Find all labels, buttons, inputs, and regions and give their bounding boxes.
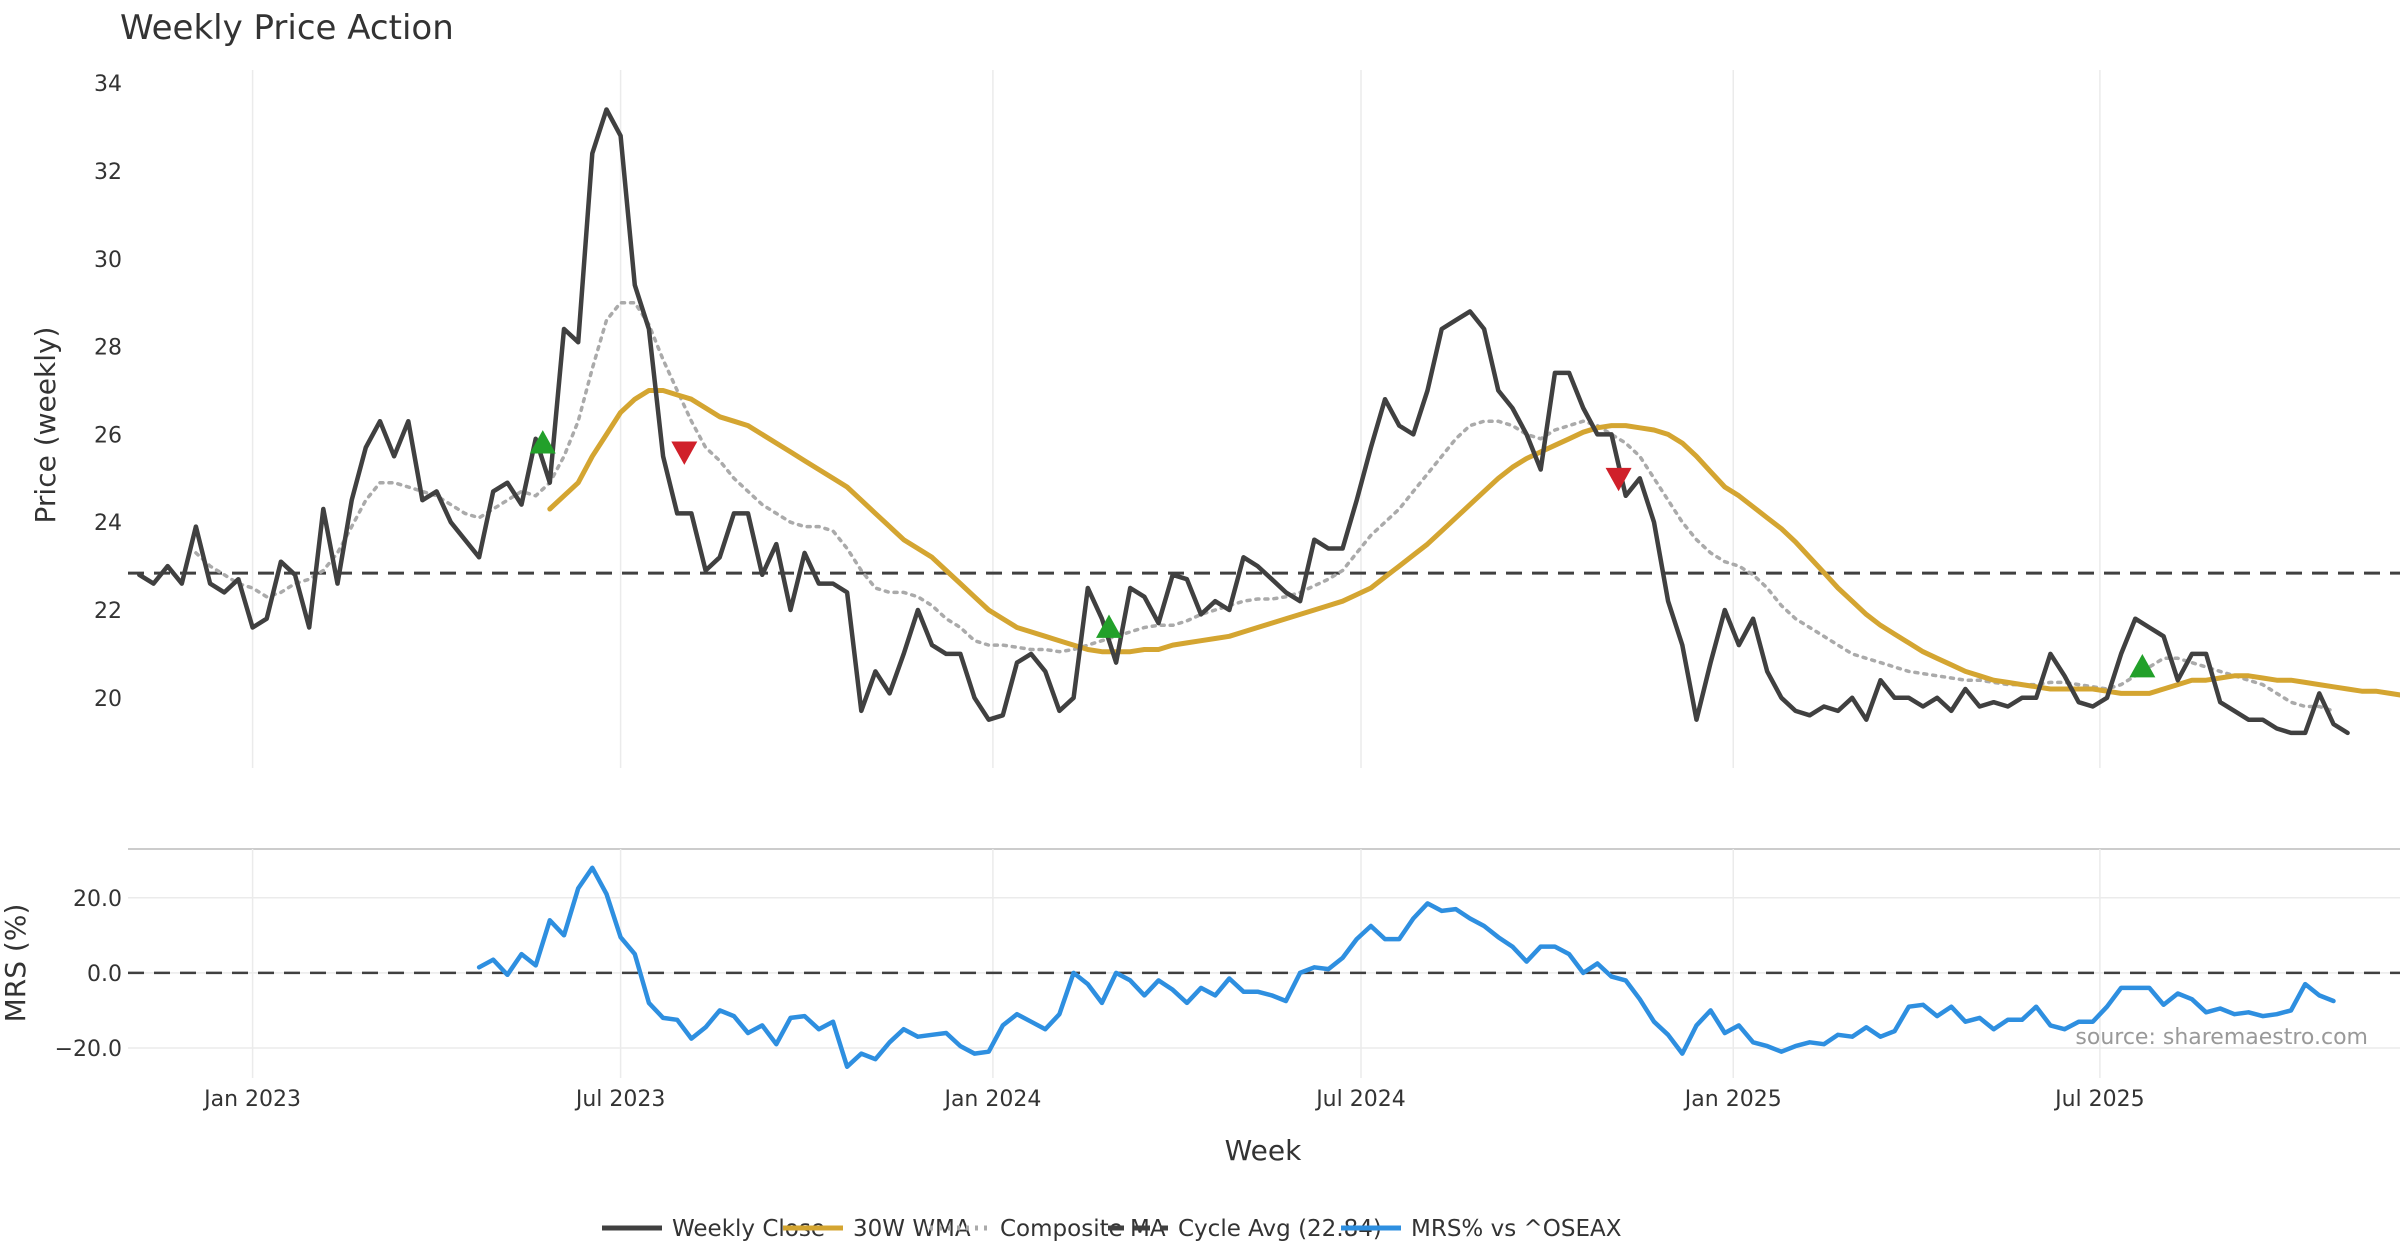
x-tick-label: Jul 2023 [574, 1087, 666, 1112]
wma-30w-line [547, 388, 2400, 698]
mrs-y-tick-label: 0.0 [87, 962, 122, 987]
x-axis-ticks: Jan 2023 Jul 2023 Jan 2024 Jul 2024 Jan 2025… [202, 1087, 2145, 1112]
price-y-tick-label: 34 [94, 72, 122, 97]
mrs-y-tick-label: 20.0 [73, 887, 122, 912]
price-y-ticks: 20 22 24 26 28 30 32 34 [94, 72, 122, 712]
price-y-tick-label: 24 [94, 511, 122, 536]
legend-label: 30W WMA [853, 1216, 971, 1242]
composite-ma-line [194, 300, 2336, 713]
x-tick-label: Jan 2024 [942, 1087, 1041, 1112]
price-y-tick-label: 26 [94, 423, 122, 448]
price-y-axis-label: Price (weekly) [29, 327, 62, 524]
price-panel: 20 22 24 26 28 30 32 34 Price (weekly) [29, 70, 2400, 768]
legend: Weekly Close 30W WMA Composite MA Cycle Avg… [602, 1216, 1622, 1242]
x-tick-label: Jan 2023 [202, 1087, 301, 1112]
signal-markers [529, 430, 2156, 678]
mrs-y-tick-label: −20.0 [55, 1037, 122, 1062]
mrs-y-axis-label: MRS (%) [0, 904, 32, 1023]
x-tick-label: Jul 2024 [1314, 1087, 1406, 1112]
sell-signal-marker [671, 441, 698, 465]
mrs-series [476, 865, 2336, 1069]
price-y-tick-label: 22 [94, 599, 122, 624]
sell-signal-marker [1605, 467, 1632, 492]
x-axis-label: Week [1225, 1134, 1302, 1167]
mrs-panel: 20.0 0.0 −20.0 MRS (%) source: sharemaestr… [0, 849, 2400, 1078]
buy-signal-marker [2129, 654, 2156, 678]
price-y-tick-label: 28 [94, 336, 122, 361]
legend-label: MRS% vs ^OSEAX [1411, 1216, 1622, 1242]
price-series [137, 107, 2400, 736]
weekly-close-line [137, 107, 2350, 736]
mrs-grid [128, 849, 2400, 1078]
mrs-y-ticks: 20.0 0.0 −20.0 [55, 887, 122, 1062]
price-y-tick-label: 32 [94, 160, 122, 185]
price-grid [251, 70, 2101, 768]
price-y-tick-label: 30 [94, 248, 122, 273]
source-note: source: sharemaestro.com [2075, 1025, 2368, 1050]
x-tick-label: Jul 2025 [2053, 1087, 2145, 1112]
buy-signal-marker [529, 430, 556, 454]
price-y-tick-label: 20 [94, 687, 122, 712]
chart-title: Weekly Price Action [120, 8, 454, 48]
x-tick-label: Jan 2025 [1683, 1087, 1782, 1112]
mrs-line [476, 865, 2336, 1069]
buy-signal-marker [1095, 614, 1122, 638]
